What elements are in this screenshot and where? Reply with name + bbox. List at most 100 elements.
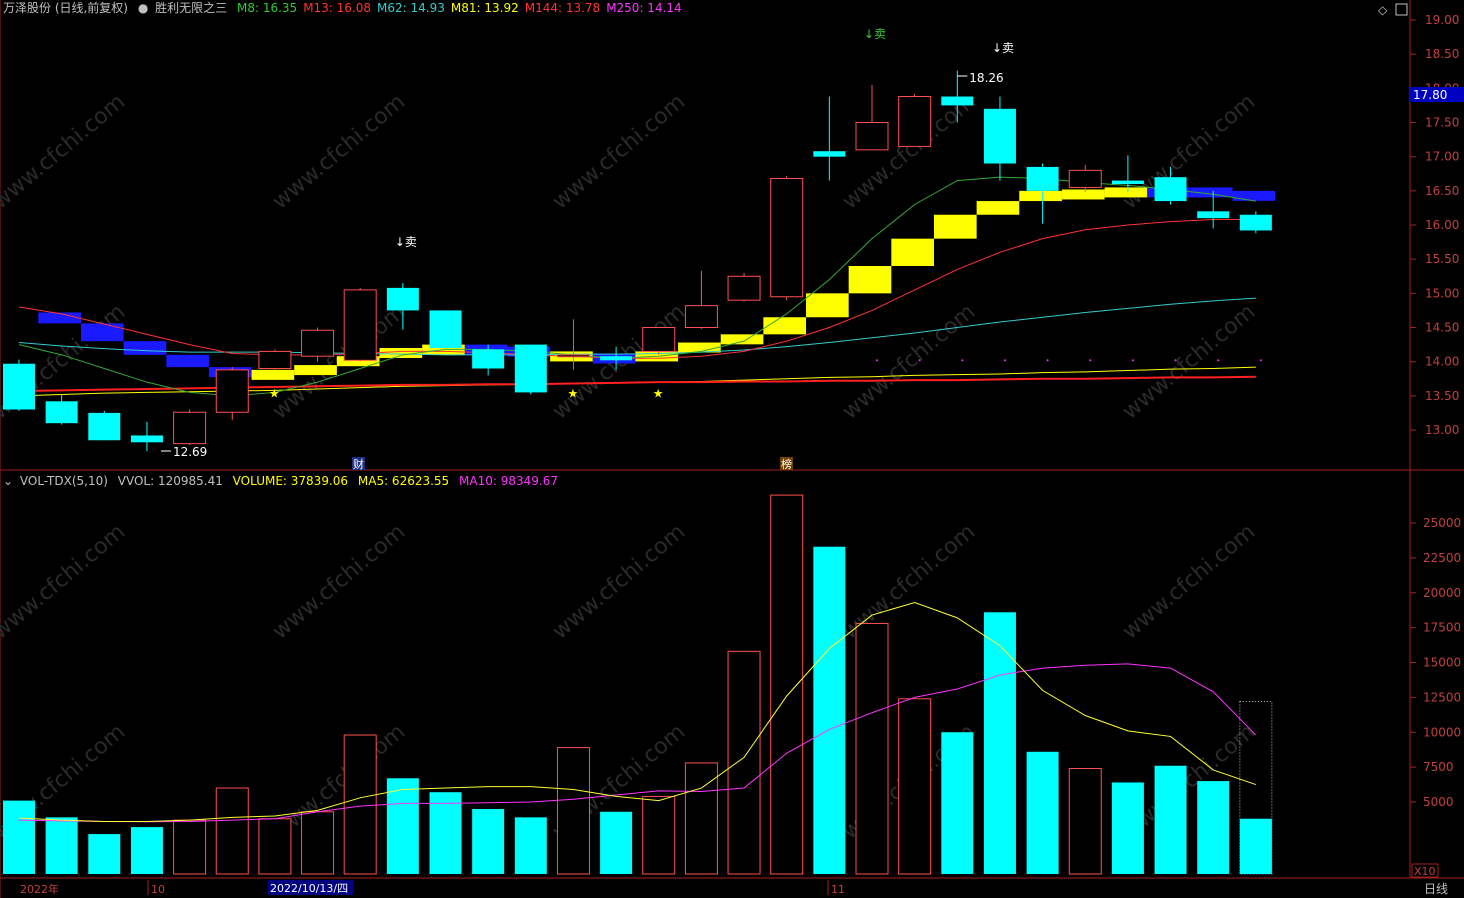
- marker-dots: [876, 359, 1262, 362]
- volume-bar: [215, 787, 249, 875]
- candle-body: [429, 310, 462, 348]
- volume-bar: [813, 546, 846, 874]
- ribbon-segment: [38, 312, 81, 324]
- vol-ma10-line: [18, 663, 1257, 823]
- volume-bar: [472, 808, 505, 874]
- volume-bar: [941, 732, 974, 874]
- price-axis: 19.0018.5018.0017.5017.0016.5016.0015.50…: [1410, 13, 1459, 437]
- price-tick-label: 16.00: [1425, 218, 1459, 232]
- ribbon-segment: [379, 348, 423, 358]
- volume-bar: [727, 650, 761, 875]
- volume-bar: [1111, 782, 1144, 874]
- volume-tick-label: 20000: [1423, 586, 1461, 600]
- ma81-line: [18, 366, 1256, 397]
- period-label[interactable]: 日线: [1424, 882, 1448, 896]
- candle-body: [1197, 211, 1230, 219]
- indicator-name[interactable]: 胜利无限之三: [155, 1, 228, 15]
- marker-dot: [918, 359, 921, 362]
- price-tick-label: 19.00: [1425, 13, 1459, 27]
- candle-body: [898, 96, 932, 147]
- watermark: www.cfchi.com: [0, 89, 130, 214]
- ma-legend-item: M250: 14.14: [606, 1, 682, 15]
- volume-bar: [600, 811, 633, 874]
- candle-body: [855, 122, 889, 151]
- candle-body: [770, 178, 804, 298]
- watermark: www.cfchi.com: [0, 519, 130, 644]
- volume-tick-label: 17500: [1423, 621, 1461, 635]
- volume-header: ⌄ VOL-TDX(5,10) VVOL: 120985.41 VOLUME: …: [3, 473, 564, 489]
- collapse-icon[interactable]: ⌄: [3, 474, 14, 488]
- volume-bar: [429, 792, 462, 874]
- vol-ma5-line: [18, 601, 1257, 823]
- volume-bar: [88, 834, 121, 874]
- star-marker: ★: [567, 386, 578, 400]
- candle-body: [941, 96, 974, 106]
- candle-body: [514, 344, 547, 393]
- volume-bar: [514, 817, 547, 874]
- watermark: www.cfchi.com: [268, 89, 410, 214]
- watermark: www.cfchi.com: [268, 519, 410, 644]
- watermark: www.cfchi.com: [838, 299, 980, 424]
- volume-indicator-name[interactable]: VOL-TDX(5,10): [19, 474, 108, 488]
- price-tick-label: 14.50: [1425, 321, 1459, 335]
- volume-axis: 25000 22500 20000 17500 15000 12500 10000 7500 5…: [1410, 516, 1461, 809]
- candle-body: [556, 354, 590, 358]
- volume-tick-label: 12500: [1423, 690, 1461, 704]
- price-tick-label: 16.50: [1425, 184, 1459, 198]
- marker-dot: [1089, 359, 1092, 362]
- ribbon-segment: [976, 201, 1020, 215]
- sell-signal: ↓卖: [395, 235, 417, 249]
- candle-body: [983, 108, 1016, 164]
- volume-bar: [386, 778, 419, 874]
- month-label-oct: 10: [151, 883, 165, 896]
- diamond-icon[interactable]: ◇: [1378, 3, 1388, 17]
- sell-signal: ↓卖: [992, 41, 1014, 55]
- ribbon-segment: [336, 356, 380, 367]
- volume-bar: [258, 818, 292, 875]
- candle-body: [173, 411, 207, 445]
- candle-body: [1154, 177, 1187, 202]
- star-marker: ★: [269, 386, 280, 400]
- maximize-icon[interactable]: [1395, 3, 1408, 16]
- volume-bar: [1197, 781, 1230, 874]
- candle-body: [301, 329, 335, 357]
- volume-projection: [1239, 701, 1273, 875]
- volume-tick-label: 7500: [1423, 760, 1454, 774]
- ma-legend-item: M81: 13.92: [450, 1, 519, 15]
- candle-body: [45, 401, 78, 424]
- ribbon-segment: [1061, 189, 1105, 200]
- volume-bar: [173, 819, 207, 875]
- ribbon-segment: [848, 266, 892, 294]
- volume-bars: [3, 494, 1273, 875]
- ribbon-segment: [123, 341, 167, 355]
- ma-legend-item: M8: 16.35: [236, 1, 298, 15]
- ribbon-segment: [891, 238, 934, 266]
- candle-body: [642, 327, 676, 352]
- watermark-layer: www.cfchi.com www.cfchi.com www.cfchi.com w…: [0, 89, 1260, 844]
- price-tick-label: 15.50: [1425, 252, 1459, 266]
- current-price-label: 17.80: [1413, 88, 1447, 102]
- price-tick-label: 14.00: [1425, 355, 1459, 369]
- volume-tick-label: 22500: [1423, 551, 1461, 565]
- marker-dot: [1259, 359, 1262, 362]
- candle-body: [472, 349, 505, 369]
- indicator-dot-icon[interactable]: ●: [137, 1, 149, 15]
- price-tick-label: 17.00: [1425, 150, 1459, 164]
- marker-dot: [1003, 359, 1006, 362]
- candle-body: [1239, 214, 1272, 231]
- marker-dot: [876, 359, 878, 362]
- selected-date-box[interactable]: [268, 880, 354, 895]
- ranking-marker-box: [780, 457, 793, 470]
- candle-body: [3, 363, 35, 410]
- volume-bar: [130, 827, 163, 874]
- candle-body: [727, 275, 761, 301]
- volume-bar: [45, 817, 78, 874]
- annotations: ↓卖 ↓卖 ↓卖 ★ ★ ★ 18.26 12.69 财 榜: [160, 27, 1014, 471]
- watermark: www.cfchi.com: [548, 89, 690, 214]
- unit-box: [1411, 863, 1439, 878]
- watermark: www.cfchi.com: [548, 519, 690, 644]
- volume-value: VOLUME: 37839.06: [232, 474, 349, 488]
- candle-body: [258, 350, 292, 369]
- candle-body: [813, 151, 846, 157]
